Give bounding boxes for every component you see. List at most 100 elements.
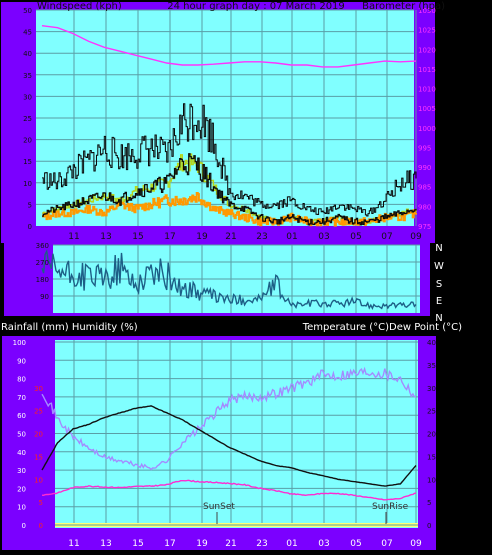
direction-tick-label: 90 xyxy=(40,293,49,301)
humidity-tick-label: 0 xyxy=(22,522,26,530)
barometer-axis-title: Barometer (hpa) xyxy=(362,1,445,12)
tick-layer: 0510152025303540455097598098599099510001… xyxy=(13,7,444,549)
temperature-tick-label: 0 xyxy=(427,522,431,530)
barometer-tick-label: 1015 xyxy=(418,66,436,74)
humidity-tick-label: 50 xyxy=(17,431,26,439)
barometer-tick-label: 975 xyxy=(418,223,431,231)
temperature-tick-label: 35 xyxy=(427,362,436,370)
compass-label: W xyxy=(434,261,444,272)
barometer-tick-label: 995 xyxy=(418,144,431,152)
temperature-tick-label: 5 xyxy=(427,499,431,507)
lower-x-label: 11 xyxy=(68,539,79,549)
barometer-tick-label: 1000 xyxy=(418,125,436,133)
direction-tick-label: 270 xyxy=(36,259,49,267)
barometer-line xyxy=(41,25,417,68)
wind-orange-line xyxy=(42,192,417,227)
temperature-tick-label: 10 xyxy=(427,476,436,484)
direction-tick-label: 180 xyxy=(36,276,49,284)
humidity-tick-label: 100 xyxy=(13,339,26,347)
lower-x-label: 21 xyxy=(225,539,236,549)
barometer-tick-label: 1010 xyxy=(418,86,436,94)
rainfall-tick-label: 10 xyxy=(34,476,43,484)
lower-x-label: 05 xyxy=(350,539,361,549)
lower-x-label: 15 xyxy=(132,539,143,549)
wind-x-label: 01 xyxy=(286,232,297,242)
lower-x-label: 17 xyxy=(164,539,175,549)
wind-speed-tick-label: 35 xyxy=(23,72,32,80)
wind-x-label: 03 xyxy=(318,232,329,242)
wind-speed-tick-label: 10 xyxy=(23,180,32,188)
rain-humidity-title: Rainfall (mm) Humidity (%) xyxy=(1,322,138,333)
wind-speed-tick-label: 25 xyxy=(23,115,32,123)
lower-x-label: 01 xyxy=(286,539,297,549)
rainfall-tick-label: 5 xyxy=(39,499,43,507)
wind-gust-line xyxy=(42,103,417,217)
humidity-line xyxy=(41,366,417,471)
temperature-tick-label: 30 xyxy=(427,385,436,393)
humidity-tick-label: 90 xyxy=(17,357,26,365)
rainfall-tick-label: 25 xyxy=(34,408,43,416)
series-layer xyxy=(41,25,417,501)
wind-speed-tick-label: 30 xyxy=(23,93,32,101)
lower-x-label: 19 xyxy=(196,539,208,549)
barometer-tick-label: 985 xyxy=(418,184,431,192)
sunrise-label: SunRise xyxy=(372,502,409,512)
temperature-line xyxy=(41,405,417,487)
temperature-tick-label: 25 xyxy=(427,408,436,416)
humidity-tick-label: 60 xyxy=(17,412,26,420)
wind-x-label: 19 xyxy=(196,232,208,242)
lower-x-label: 09 xyxy=(410,539,422,549)
rainfall-tick-label: 20 xyxy=(34,431,43,439)
humidity-tick-label: 40 xyxy=(17,449,26,457)
grid-layer xyxy=(36,9,420,526)
barometer-tick-label: 980 xyxy=(418,203,431,211)
compass-label: E xyxy=(436,296,442,307)
compass-label: S xyxy=(436,279,442,290)
barometer-tick-label: 1025 xyxy=(418,27,436,35)
rainfall-tick-label: 0 xyxy=(39,522,43,530)
wind-x-label: 11 xyxy=(68,232,79,242)
humidity-tick-label: 80 xyxy=(17,376,26,384)
barometer-tick-label: 1020 xyxy=(418,46,436,54)
humidity-tick-label: 20 xyxy=(17,485,26,493)
rainfall-tick-label: 30 xyxy=(34,385,43,393)
humidity-tick-label: 30 xyxy=(17,467,26,475)
compass-label: N xyxy=(435,243,442,254)
humidity-tick-label: 70 xyxy=(17,394,26,402)
wind-speed-tick-label: 50 xyxy=(23,7,32,15)
wind-speed-tick-label: 40 xyxy=(23,50,32,58)
chart-title: 24 hour graph day : 07 March 2019 xyxy=(167,1,345,12)
barometer-tick-label: 1005 xyxy=(418,105,436,113)
wind-speed-tick-label: 5 xyxy=(28,201,32,209)
wind-x-label: 15 xyxy=(132,232,143,242)
lower-x-label: 07 xyxy=(381,539,392,549)
sunset-label: SunSet xyxy=(203,502,235,512)
temperature-tick-label: 20 xyxy=(427,431,436,439)
wind-x-label: 13 xyxy=(100,232,111,242)
wind-speed-tick-label: 45 xyxy=(23,29,32,37)
wind-direction-line xyxy=(41,249,417,310)
wind-axis-title: Windspeed (kph) xyxy=(37,1,122,12)
temperature-tick-label: 15 xyxy=(427,453,436,461)
wind-x-label: 09 xyxy=(410,232,422,242)
lower-x-label: 03 xyxy=(318,539,329,549)
wind-speed-tick-label: 20 xyxy=(23,137,32,145)
temperature-tick-label: 40 xyxy=(427,339,436,347)
compass-label: N xyxy=(435,313,442,324)
wind-x-label: 17 xyxy=(164,232,175,242)
wind-average-line xyxy=(42,153,417,226)
wind-x-label: 21 xyxy=(225,232,236,242)
rainfall-tick-label: 15 xyxy=(34,453,43,461)
humidity-tick-label: 10 xyxy=(17,504,26,512)
dew-point-line xyxy=(41,479,417,501)
wind-x-label: 23 xyxy=(256,232,267,242)
barometer-tick-label: 990 xyxy=(418,164,431,172)
lower-x-label: 23 xyxy=(256,539,267,549)
direction-tick-label: 360 xyxy=(36,242,49,250)
barometer-tick-label: 1030 xyxy=(418,7,436,15)
wind-speed-tick-label: 0 xyxy=(28,223,32,231)
lower-x-label: 13 xyxy=(100,539,111,549)
temp-dew-title: Temperature (°C)Dew Point (°C) xyxy=(302,322,462,333)
wind-x-label: 05 xyxy=(350,232,361,242)
